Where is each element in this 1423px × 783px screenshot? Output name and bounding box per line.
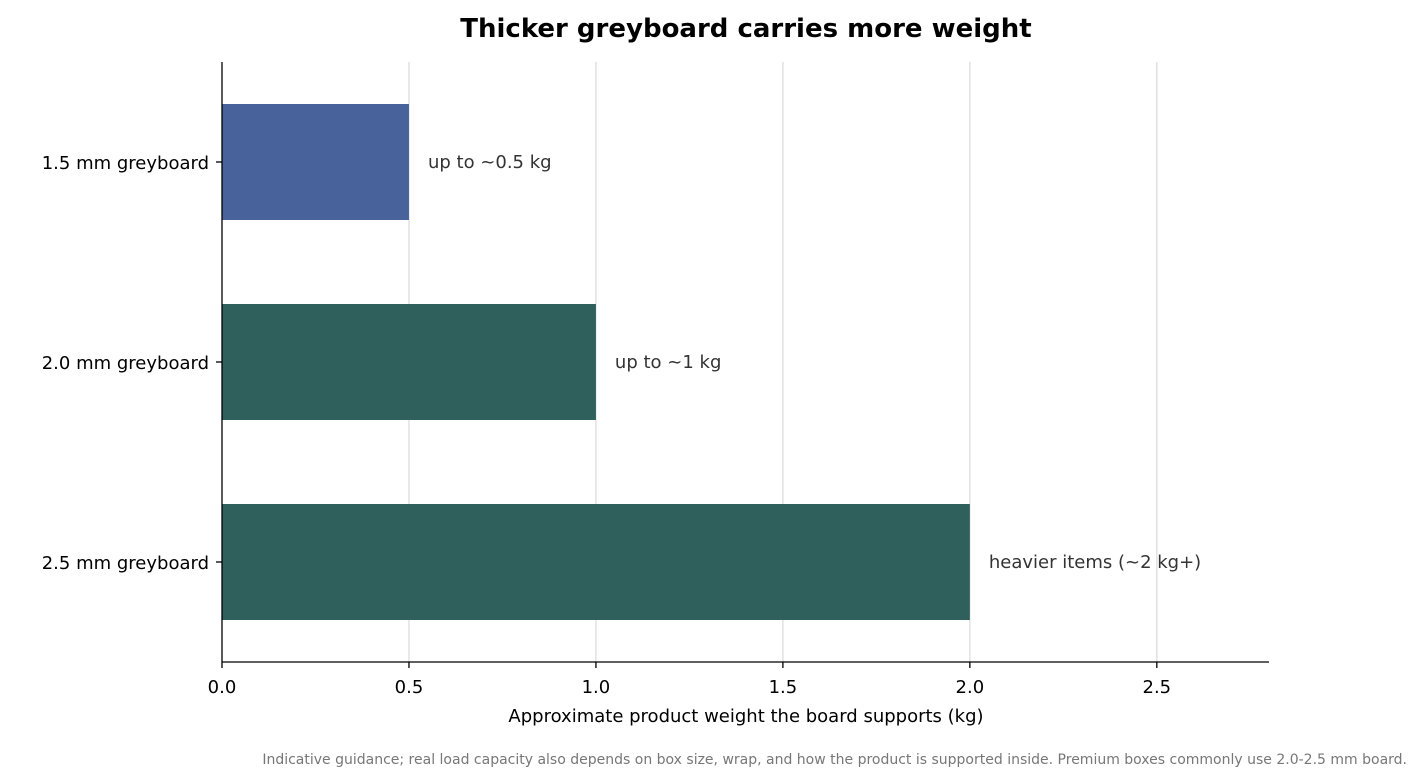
y-tick-label-0: 1.5 mm greyboard	[42, 153, 209, 174]
bar-1	[222, 304, 596, 420]
x-tick-label-2: 1.0	[582, 677, 611, 698]
data-label-2: heavier items (~2 kg+)	[989, 552, 1201, 573]
chart-title: Thicker greyboard carries more weight	[460, 14, 1031, 44]
bar-2	[222, 504, 970, 620]
x-axis-label: Approximate product weight the board sup…	[508, 706, 983, 727]
data-label-0: up to ~0.5 kg	[428, 152, 552, 173]
x-tick-label-0: 0.0	[208, 677, 237, 698]
y-ticks: 1.5 mm greyboard 2.0 mm greyboard 2.5 mm g…	[42, 153, 222, 574]
data-labels: up to ~0.5 kg up to ~1 kg heavier items (~…	[428, 152, 1201, 573]
footnote: Indicative guidance; real load capacity …	[262, 752, 1407, 768]
x-tick-label-4: 2.0	[956, 677, 985, 698]
data-label-1: up to ~1 kg	[615, 352, 721, 373]
x-tick-label-1: 0.5	[395, 677, 424, 698]
x-ticks: 0.0 0.5 1.0 1.5 2.0 2.5	[208, 662, 1171, 698]
y-tick-label-2: 2.5 mm greyboard	[42, 553, 209, 574]
y-tick-label-1: 2.0 mm greyboard	[42, 353, 209, 374]
x-tick-label-5: 2.5	[1143, 677, 1172, 698]
bars	[222, 104, 970, 620]
x-tick-label-3: 1.5	[769, 677, 798, 698]
bar-0	[222, 104, 409, 220]
